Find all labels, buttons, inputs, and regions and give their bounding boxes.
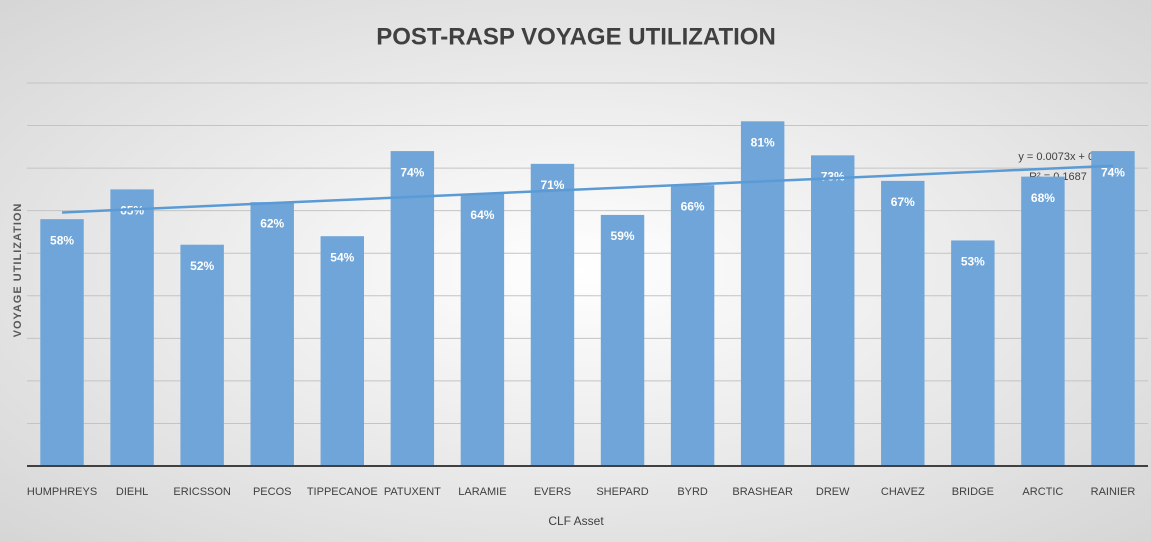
x-tick-label: TIPPECANOE	[307, 486, 378, 498]
value-label: 67%	[891, 195, 915, 209]
trendline	[61, 164, 1114, 214]
x-tick-label: CHAVEZ	[881, 486, 925, 498]
x-tick-label: ARCTIC	[1022, 486, 1063, 498]
x-tick-label: HUMPHREYS	[27, 486, 97, 498]
value-label: 71%	[540, 178, 564, 192]
value-label: 81%	[751, 135, 775, 149]
bar	[530, 163, 575, 466]
value-label: 52%	[190, 259, 214, 273]
chart-title: POST-RASP VOYAGE UTILIZATION	[376, 23, 776, 50]
bar	[250, 202, 294, 466]
value-label: 73%	[821, 170, 845, 184]
value-label: 74%	[1101, 165, 1125, 179]
bar	[1091, 151, 1135, 467]
bar	[390, 151, 435, 467]
bar	[110, 189, 154, 466]
x-tick-label: SHEPARD	[596, 486, 648, 498]
x-tick-label: PATUXENT	[384, 486, 441, 498]
bar	[670, 185, 715, 466]
bar	[881, 180, 925, 466]
bar	[810, 155, 855, 466]
x-tick-label: ERICSSON	[173, 486, 231, 498]
x-tick-label: LARAMIE	[458, 486, 506, 498]
bar	[460, 193, 505, 466]
bar	[951, 240, 995, 466]
x-tick-label: BRASHEAR	[732, 486, 793, 498]
bar	[600, 214, 645, 466]
x-tick-label: RAINIER	[1091, 486, 1136, 498]
value-label: 62%	[260, 216, 284, 230]
x-axis-label: CLF Asset	[548, 514, 604, 528]
value-label: 64%	[470, 208, 494, 222]
y-axis-label: VOYAGE UTILIZATION	[12, 203, 24, 338]
value-label: 59%	[611, 229, 635, 243]
bar	[740, 121, 785, 467]
bar	[320, 236, 365, 466]
value-label: 53%	[961, 255, 985, 269]
bar	[1021, 176, 1065, 466]
x-tick-label: EVERS	[534, 486, 571, 498]
value-label: 66%	[681, 199, 705, 213]
x-tick-label: DREW	[816, 486, 850, 498]
x-tick-label: DIEHL	[116, 486, 148, 498]
value-label: 58%	[50, 233, 74, 247]
x-tick-label: BYRD	[677, 486, 708, 498]
x-tick-label: PECOS	[253, 486, 292, 498]
bar	[180, 244, 224, 466]
bar	[40, 219, 84, 466]
value-label: 74%	[400, 165, 424, 179]
value-label: 54%	[330, 250, 354, 264]
value-label: 68%	[1031, 191, 1055, 205]
x-tick-label: BRIDGE	[952, 486, 994, 498]
